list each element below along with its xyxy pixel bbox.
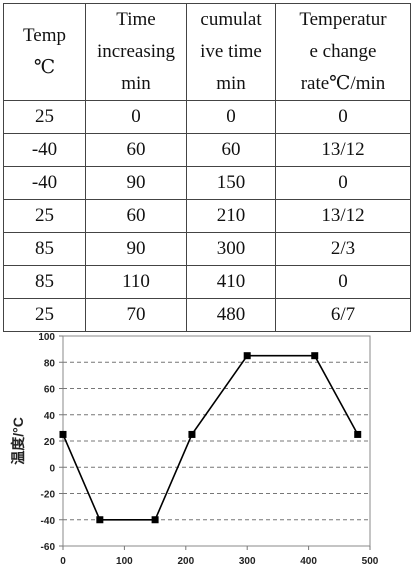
cell-change-rate: 13/12 [275, 133, 411, 167]
header-temp: Temp ℃ [3, 3, 86, 101]
temperature-profile-table: Temp ℃ Time increasing min cumulat ive t… [3, 3, 411, 332]
data-point-marker [188, 430, 196, 438]
y-tick-label: -20 [41, 490, 56, 501]
y-tick-label: 0 [49, 463, 55, 474]
series-temperature [59, 352, 362, 524]
temperature-line-chart: -60 -40 -20 0 20 40 60 80 100 0 100 200 300 400 500 温… [0, 322, 418, 570]
data-point-marker [59, 430, 67, 438]
cell-change-rate: 13/12 [275, 199, 411, 233]
data-point-marker [354, 430, 362, 438]
cell-time-increasing: 90 [85, 166, 187, 200]
cell-temp: -40 [3, 166, 86, 200]
table-row: 25 0 0 0 [3, 100, 411, 134]
header-cumulative-time: cumulat ive time min [186, 3, 276, 101]
x-tick-label: 100 [116, 556, 133, 567]
data-point-marker [311, 352, 319, 360]
header-time-increasing-line3: min [121, 73, 151, 94]
cell-time-increasing: 60 [85, 133, 187, 167]
cell-temp: 25 [3, 100, 86, 134]
cell-temp: 85 [3, 232, 86, 266]
table-row: 85 110 410 0 [3, 265, 411, 299]
cell-cumulative-time: 300 [186, 232, 276, 266]
table-row: 25 60 210 13/12 [3, 199, 411, 233]
header-cumulative-time-line1: cumulat [200, 9, 262, 30]
cell-temp: -40 [3, 133, 86, 167]
table-row: -40 60 60 13/12 [3, 133, 411, 167]
cell-cumulative-time: 150 [186, 166, 276, 200]
data-point-marker [243, 352, 251, 360]
header-cumulative-time-line3: min [216, 73, 246, 94]
x-tick-labels: 0 100 200 300 400 500 [60, 556, 379, 567]
header-change-rate-line1: Temperatur [299, 9, 387, 30]
x-tick-label: 200 [177, 556, 194, 567]
y-tick-label: 20 [44, 437, 56, 448]
cell-cumulative-time: 210 [186, 199, 276, 233]
cell-time-increasing: 60 [85, 199, 187, 233]
cell-time-increasing: 90 [85, 232, 187, 266]
table-row: -40 90 150 0 [3, 166, 411, 200]
chart-svg: -60 -40 -20 0 20 40 60 80 100 0 100 200 300 400 500 温… [10, 332, 379, 567]
cell-change-rate: 2/3 [275, 232, 411, 266]
header-time-increasing-line2: increasing [96, 41, 176, 62]
header-time-increasing-line1: Time [116, 9, 156, 30]
cell-time-increasing: 0 [85, 100, 187, 134]
header-cumulative-time-line2: ive time [200, 41, 262, 62]
cell-time-increasing: 70 [85, 298, 187, 332]
x-tick-label: 400 [300, 556, 317, 567]
y-tick-label: 80 [44, 358, 56, 369]
header-change-rate: Temperatur e change rate℃/min [275, 3, 411, 101]
cell-cumulative-time: 60 [186, 133, 276, 167]
cell-change-rate: 0 [275, 166, 411, 200]
table-row: 85 90 300 2/3 [3, 232, 411, 266]
cell-change-rate: 6/7 [275, 298, 411, 332]
header-change-rate-line2: e change [309, 41, 377, 62]
cell-change-rate: 0 [275, 100, 411, 134]
header-temp-line1: Temp [23, 25, 66, 46]
y-axis-label: 温度/°C [10, 417, 26, 465]
cell-cumulative-time: 0 [186, 100, 276, 134]
header-temp-line2: ℃ [33, 57, 56, 78]
cell-time-increasing: 110 [85, 265, 187, 299]
x-tick-label: 0 [60, 556, 66, 567]
y-tick-label: 100 [38, 332, 55, 343]
cell-cumulative-time: 410 [186, 265, 276, 299]
y-tick-label: 60 [44, 385, 56, 396]
header-change-rate-line3: rate℃/min [300, 73, 386, 94]
cell-temp: 25 [3, 199, 86, 233]
y-tick-label: 40 [44, 411, 56, 422]
cell-temp: 25 [3, 298, 86, 332]
table-header-row: Temp ℃ Time increasing min cumulat ive t… [3, 3, 411, 101]
y-tick-label: -60 [41, 542, 56, 553]
x-tick-label: 500 [362, 556, 379, 567]
cell-change-rate: 0 [275, 265, 411, 299]
cell-temp: 85 [3, 265, 86, 299]
data-point-marker [96, 516, 104, 524]
header-time-increasing: Time increasing min [85, 3, 187, 101]
table-row: 25 70 480 6/7 [3, 298, 411, 332]
data-point-marker [151, 516, 159, 524]
y-tick-labels: -60 -40 -20 0 20 40 60 80 100 [38, 332, 55, 553]
y-tick-label: -40 [41, 516, 56, 527]
x-tick-label: 300 [239, 556, 256, 567]
